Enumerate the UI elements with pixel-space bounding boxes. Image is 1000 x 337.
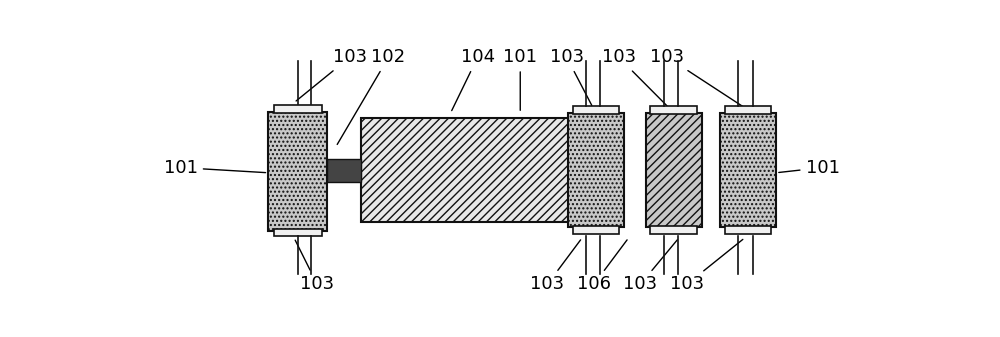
Bar [274,105,322,113]
Bar [725,226,771,234]
Text: 103: 103 [550,48,592,105]
Bar [274,228,322,236]
Text: 104: 104 [452,48,495,111]
Bar [573,106,619,114]
Text: 106: 106 [577,240,627,294]
Text: 101: 101 [503,48,537,110]
Text: 103: 103 [623,240,677,294]
Bar [361,118,621,222]
Text: 101: 101 [164,159,266,177]
Bar [650,106,697,114]
Text: 102: 102 [337,48,406,145]
Text: 103: 103 [295,240,334,294]
Text: 103: 103 [602,48,667,106]
Text: 103: 103 [530,240,581,294]
Bar [725,106,771,114]
Bar [720,113,776,227]
Bar [268,112,326,231]
Text: 103: 103 [670,239,743,294]
Bar [650,226,697,234]
Bar [573,226,619,234]
Bar [326,158,361,182]
Text: 101: 101 [779,159,840,177]
Bar [568,113,624,227]
Text: 103: 103 [650,48,743,106]
Text: 103: 103 [296,48,367,101]
Bar [646,113,702,227]
